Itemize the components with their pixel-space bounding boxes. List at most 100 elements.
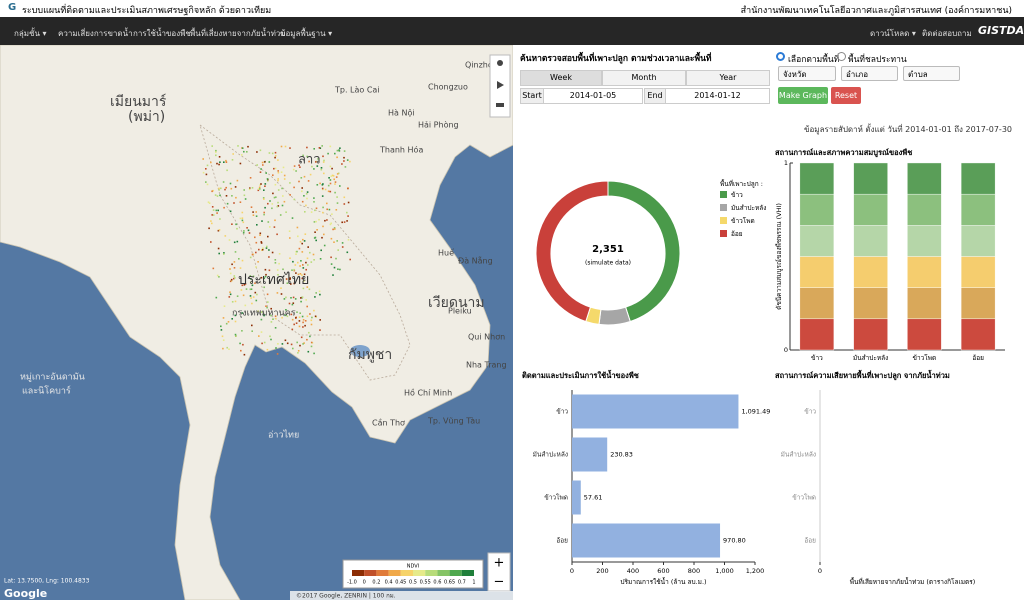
ndvi-pixel	[290, 313, 293, 316]
ndvi-pixel	[237, 145, 239, 147]
ndvi-pixel	[330, 175, 333, 177]
ndvi-pixel	[215, 149, 217, 152]
ndvi-pixel	[288, 302, 291, 305]
ndvi-pixel	[259, 171, 262, 173]
ndvi-pixel	[311, 165, 313, 168]
map-label: ลาว	[298, 153, 321, 168]
ndvi-pixel	[234, 300, 237, 303]
ndvi-pixel	[331, 174, 334, 177]
ndvi-pixel	[277, 171, 280, 174]
select[interactable]: ตำบล	[903, 66, 960, 81]
ndvi-pixel	[293, 198, 296, 201]
nav-item[interactable]: พื้นที่เสี่ยงหายจากภัยน้ำท่วม	[190, 29, 286, 38]
ndvi-pixel	[290, 283, 292, 285]
donut-total: 2,351	[592, 244, 624, 255]
ndvi-pixel	[349, 160, 351, 163]
ndvi-pixel	[301, 190, 303, 193]
play-button[interactable]	[497, 81, 504, 89]
map-label: หมู่เกาะอันดามัน	[20, 373, 85, 383]
reset-button[interactable]: Reset	[831, 87, 861, 104]
ndvi-pixel	[310, 341, 313, 344]
select[interactable]: อำเภอ	[841, 66, 898, 81]
period-tab[interactable]: Year	[686, 70, 770, 86]
ndvi-pixel	[296, 341, 298, 344]
nav-item[interactable]: การใช้น้ำของพืช	[133, 29, 191, 38]
header: G ระบบแผนที่ติดตามและประเมินสภาพเศรษฐกิจ…	[0, 0, 1024, 17]
nav-item[interactable]: ดาวน์โหลด ▾	[870, 29, 916, 38]
nav-item[interactable]: ข้อมูลพื้นฐาน ▾	[280, 29, 333, 38]
ndvi-pixel	[255, 266, 257, 268]
ndvi-pixel	[293, 165, 296, 167]
ndvi-pixel	[266, 178, 269, 180]
ndvi-pixel	[306, 146, 308, 149]
ndvi-pixel	[277, 159, 279, 161]
legend-label: ข้าว	[731, 191, 743, 199]
ndvi-pixel	[218, 187, 220, 190]
radio-checked[interactable]	[776, 52, 785, 61]
eye-button[interactable]	[497, 60, 503, 66]
ndvi-pixel	[268, 249, 270, 251]
make-graph-button[interactable]: Make Graph	[778, 87, 828, 104]
ndvi-pixel	[277, 178, 279, 180]
ndvi-pixel	[280, 287, 282, 289]
radio[interactable]	[837, 52, 846, 61]
ndvi-pixel	[267, 221, 270, 223]
ndvi-pixel	[274, 155, 277, 157]
period-tab[interactable]: Month	[602, 70, 686, 86]
ndvi-pixel	[243, 353, 246, 356]
ndvi-pixel	[230, 280, 233, 282]
map-label: และนิโคบาร์	[22, 385, 71, 397]
ndvi-pixel	[309, 251, 311, 254]
start-date[interactable]: 2014-01-05	[543, 88, 643, 104]
ndvi-pixel	[302, 287, 305, 290]
ndvi-pixel	[285, 309, 287, 311]
y-axis-label: ดัชนีความสมบูรณ์ของพืชพรรณ (VHI)	[775, 203, 783, 310]
ndvi-pixel	[261, 342, 263, 345]
ndvi-pixel	[276, 205, 279, 208]
ndvi-pixel	[303, 195, 305, 197]
ndvi-pixel	[323, 172, 325, 175]
ndvi-pixel	[298, 164, 300, 167]
ndvi-pixel	[280, 171, 283, 173]
ndvi-pixel	[298, 316, 301, 318]
ndvi-pixel	[249, 187, 251, 189]
ndvi-pixel	[302, 267, 305, 269]
ndvi-pixel	[219, 194, 221, 197]
nav-item[interactable]: ติดต่อสอบถาม	[922, 29, 972, 38]
ndvi-pixel	[227, 321, 230, 323]
ndvi-pixel	[335, 209, 338, 211]
ndvi-pixel	[274, 183, 277, 186]
select[interactable]: จังหวัด	[778, 66, 836, 81]
ndvi-pixel	[241, 211, 244, 214]
nav-item[interactable]: ความเสี่ยงการขาดน้ำ	[58, 29, 133, 38]
map[interactable]: เมียนมาร์ เมียนมาร์ (พม่า) ลาว ประเทศไทย…	[0, 45, 513, 600]
ndvi-pixel	[250, 297, 252, 299]
ndvi-pixel	[283, 174, 286, 177]
coords: Lat: 13.7500, Lng: 100.4833	[4, 578, 90, 585]
ndvi-pixel	[285, 296, 287, 299]
ndvi-pixel	[241, 154, 243, 156]
zoom-in[interactable]: +	[494, 556, 505, 571]
ndvi-pixel	[320, 249, 322, 252]
radio-label: พื้นที่ชลประทาน	[848, 55, 907, 65]
ndvi-pixel	[336, 156, 338, 159]
ndvi-pixel	[239, 342, 241, 345]
ndvi-pixel	[230, 278, 233, 281]
legend-tick: 0.65	[444, 580, 455, 586]
bar-segment	[960, 225, 996, 257]
legend-tick: 1	[472, 580, 475, 586]
ndvi-pixel	[243, 189, 245, 191]
nav-item[interactable]: กลุ่มชั้น ▾	[14, 29, 47, 38]
ndvi-pixel	[277, 170, 279, 172]
end-date[interactable]: 2014-01-12	[665, 88, 770, 104]
period-tab[interactable]: Week	[520, 70, 602, 86]
bar-segment	[853, 162, 888, 195]
download-button[interactable]	[496, 103, 504, 107]
x-axis-label: พื้นที่เสียหายจากภัยน้ำท่วม (ตารางกิโลเม…	[850, 577, 976, 586]
ndvi-pixel	[229, 182, 232, 185]
ndvi-pixel	[206, 183, 209, 186]
zoom-out[interactable]: −	[494, 575, 505, 590]
ndvi-pixel	[306, 338, 308, 341]
ndvi-pixel	[249, 288, 252, 291]
